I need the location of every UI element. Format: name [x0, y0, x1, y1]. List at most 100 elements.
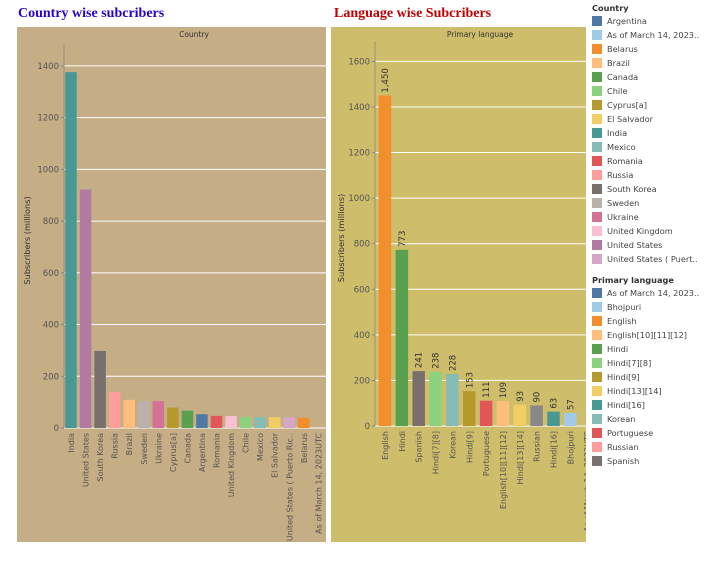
- legend-item[interactable]: Bhojpuri: [592, 300, 710, 314]
- language-y-tick-label: 1400: [348, 103, 370, 113]
- language-category-label: As of March 14, 2023UTC: [583, 431, 586, 532]
- language-category-label: Hindi[16]: [550, 431, 559, 468]
- language-y-tick-label: 1000: [348, 194, 370, 204]
- country-y-tick-label: 600: [43, 269, 59, 279]
- legend-item[interactable]: United Kingdom: [592, 224, 710, 238]
- legend-swatch: [592, 170, 602, 180]
- country-category-label: Canada: [183, 433, 192, 464]
- country-bar-mexico: [254, 417, 266, 428]
- country-category-label: India: [67, 433, 76, 453]
- language-category-label: Hindi[7][8]: [432, 431, 441, 474]
- country-category-label: Belarus: [300, 433, 309, 463]
- legend-item[interactable]: Belarus: [592, 42, 710, 56]
- language-category-label: Hindi[13][14]: [516, 431, 525, 484]
- country-y-tick-label: 0: [54, 424, 59, 434]
- legend-item[interactable]: Brazil: [592, 56, 710, 70]
- legend-label: Korean: [607, 414, 636, 424]
- country-bar-argentina: [196, 414, 208, 428]
- language-y-tick-label: 1200: [348, 149, 370, 159]
- legend-label: Brazil: [607, 58, 630, 68]
- legend-item[interactable]: As of March 14, 2023..: [592, 28, 710, 42]
- country-bar-el-salvador: [268, 417, 281, 428]
- legend-label: As of March 14, 2023..: [607, 288, 700, 298]
- legend-swatch: [592, 288, 602, 298]
- language-bar-english: [378, 95, 392, 427]
- legend-label: Hindi: [607, 344, 629, 354]
- legend-item[interactable]: Russia: [592, 168, 710, 182]
- language-data-label: 63: [550, 398, 560, 409]
- language-category-label: Russian: [533, 431, 542, 462]
- legend-label: El Salvador: [607, 114, 653, 124]
- country-y-axis-label: Subscribers (millions): [22, 196, 32, 284]
- country-bar-united-states-puerto-ric: [283, 417, 295, 428]
- legend-label: Romania: [607, 156, 643, 166]
- legend-item[interactable]: Mexico: [592, 140, 710, 154]
- legend-label: Ukraine: [607, 212, 639, 222]
- language-bar-korean: [446, 374, 459, 426]
- legend-item[interactable]: Romania: [592, 154, 710, 168]
- legend-item[interactable]: El Salvador: [592, 112, 710, 126]
- language-y-tick-label: 200: [354, 376, 370, 386]
- legend-title: Country: [592, 3, 629, 13]
- legend-swatch: [592, 386, 602, 396]
- legend-label: Belarus: [607, 44, 638, 54]
- legend-item[interactable]: Spanish: [592, 454, 710, 468]
- country-bar-united-kingdom: [225, 416, 237, 428]
- country-bar-cyprus-a: [167, 407, 179, 428]
- legend-item[interactable]: South Korea: [592, 182, 710, 196]
- country-title: Country: [179, 30, 209, 39]
- language-bar-hindi-13-14: [513, 404, 527, 426]
- country-category-label: South Korea: [96, 433, 105, 482]
- language-bar-hindi-9: [463, 391, 476, 426]
- legend-swatch: [592, 414, 602, 424]
- legend-swatch: [592, 400, 602, 410]
- legend-label: Russian: [607, 442, 639, 452]
- country-bar-belarus: [298, 417, 310, 428]
- legend-item[interactable]: English: [592, 314, 710, 328]
- legend-item[interactable]: United States ( Puert..: [592, 252, 710, 266]
- country-bar-sweden: [138, 401, 150, 428]
- legend-label: English[10][11][12]: [607, 330, 687, 340]
- legend-item[interactable]: India: [592, 126, 710, 140]
- legend-item[interactable]: United States: [592, 238, 710, 252]
- legend-item[interactable]: Chile: [592, 84, 710, 98]
- legend-swatch: [592, 30, 602, 40]
- legend-label: Sweden: [607, 198, 640, 208]
- country-y-tick-label: 200: [43, 372, 59, 382]
- language-y-tick-label: 1600: [348, 57, 370, 67]
- legend-item[interactable]: Hindi: [592, 342, 710, 356]
- country-bar-chile: [239, 416, 252, 428]
- language-chart-heading: Language wise Subcribers: [334, 6, 492, 21]
- legend-item[interactable]: English[10][11][12]: [592, 328, 710, 342]
- legend-swatch: [592, 212, 602, 222]
- legend-swatch: [592, 344, 602, 354]
- legend-swatch: [592, 316, 602, 326]
- country-bar-russia: [108, 391, 121, 428]
- language-background: [331, 27, 586, 542]
- legend-item[interactable]: Hindi[7][8]: [592, 356, 710, 370]
- language-bar-hindi-16: [547, 411, 560, 426]
- legend-item[interactable]: Ukraine: [592, 210, 710, 224]
- legend-item[interactable]: Russian: [592, 440, 710, 454]
- legend-item[interactable]: As of March 14, 2023..: [592, 286, 710, 300]
- language-y-axis-label: Subscribers (millions): [336, 194, 346, 282]
- language-title: Primary language: [447, 30, 514, 39]
- legend-item[interactable]: Hindi[9]: [592, 370, 710, 384]
- legend-item[interactable]: Portuguese: [592, 426, 710, 440]
- country-category-label: Brazil: [125, 433, 134, 455]
- legend-item[interactable]: Hindi[16]: [592, 398, 710, 412]
- language-y-tick-label: 600: [354, 285, 370, 295]
- legend-item[interactable]: Canada: [592, 70, 710, 84]
- legend-item[interactable]: Cyprus[a]: [592, 98, 710, 112]
- language-data-label: 241: [415, 352, 425, 368]
- legend-item[interactable]: Korean: [592, 412, 710, 426]
- country-y-tick-label: 1400: [37, 62, 59, 72]
- language-bar-chart: Primary language 0 200 400 600 800 1000 1200 140…: [331, 27, 586, 542]
- legend-swatch: [592, 254, 602, 264]
- legend-item[interactable]: Hindi[13][14]: [592, 384, 710, 398]
- legend-item[interactable]: Sweden: [592, 196, 710, 210]
- language-category-label: English[10][11][12]: [499, 431, 508, 509]
- legend-label: United Kingdom: [607, 226, 673, 236]
- legend-item[interactable]: Argentina: [592, 14, 710, 28]
- country-category-label: Argentina: [198, 433, 207, 472]
